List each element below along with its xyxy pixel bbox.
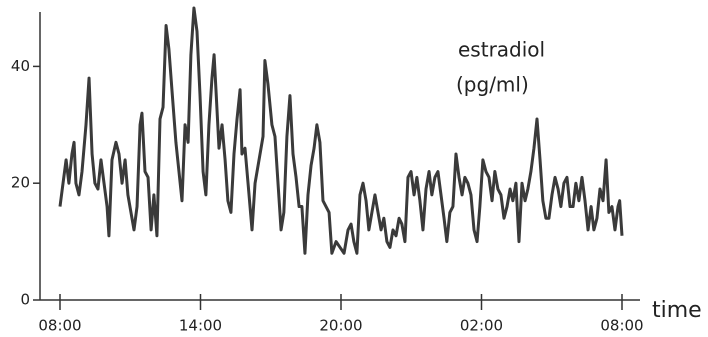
x-tick-label: 08:00: [600, 317, 643, 335]
y-tick-label: 0: [20, 291, 30, 309]
x-axis-label: time: [652, 298, 702, 323]
x-tick-label: 08:00: [38, 317, 81, 335]
x-tick-label: 14:00: [179, 317, 222, 335]
x-tick-label: 02:00: [460, 317, 503, 335]
annotation: estradiol: [458, 38, 545, 62]
data-line: [58, 6, 624, 255]
x-tick-label: 20:00: [319, 317, 362, 335]
y-tick-label: 20: [11, 174, 30, 192]
y-tick-label: 40: [11, 57, 30, 75]
annotation: (pg/ml): [456, 73, 529, 97]
